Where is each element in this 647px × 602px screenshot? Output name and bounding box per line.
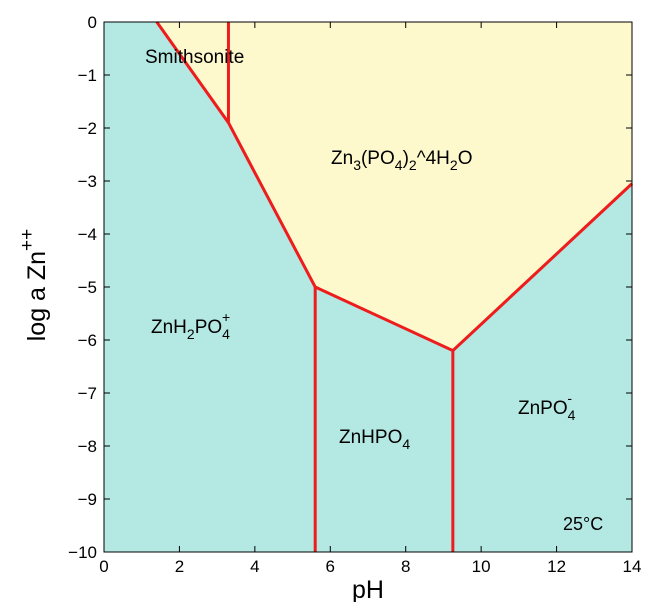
y-axis-title: log a Zn++ (17, 229, 51, 342)
x-tick-label: 6 (326, 557, 335, 576)
y-tick-label: −5 (78, 278, 97, 297)
x-axis-title: pH (352, 576, 384, 602)
region-label-znhpo4: ZnHPO4 (339, 427, 410, 452)
y-tick-label: −10 (68, 543, 97, 562)
x-tick-label: 2 (175, 557, 184, 576)
boundary-lines (155, 21, 634, 552)
x-tick-label: 0 (99, 557, 108, 576)
x-tick-label: 14 (623, 557, 642, 576)
x-tick-label: 12 (547, 557, 566, 576)
x-tick-label: 4 (250, 557, 259, 576)
y-tick-label: −6 (78, 331, 97, 350)
y-tick-label: 0 (88, 13, 97, 32)
field-regions (156, 22, 633, 351)
y-tick-label: −7 (78, 384, 97, 403)
temperature-label: 25°C (563, 514, 603, 534)
y-tick-label: −1 (78, 66, 97, 85)
x-tick-label: 10 (472, 557, 491, 576)
y-tick-label: −8 (78, 437, 97, 456)
solid-field-area (156, 22, 633, 351)
y-tick-label: −9 (78, 490, 97, 509)
x-tick-label: 8 (401, 557, 410, 576)
y-tick-label: −3 (78, 172, 97, 191)
y-tick-label: −2 (78, 119, 97, 138)
y-tick-label: −4 (78, 225, 97, 244)
axis-ticks: 0 2 4 6 8 10 12 14 0 −1 −2 −3 −4 −5 −6 −7 −8 −9 −10 (68, 13, 641, 576)
region-label-smithsonite: Smithsonite (145, 47, 244, 68)
